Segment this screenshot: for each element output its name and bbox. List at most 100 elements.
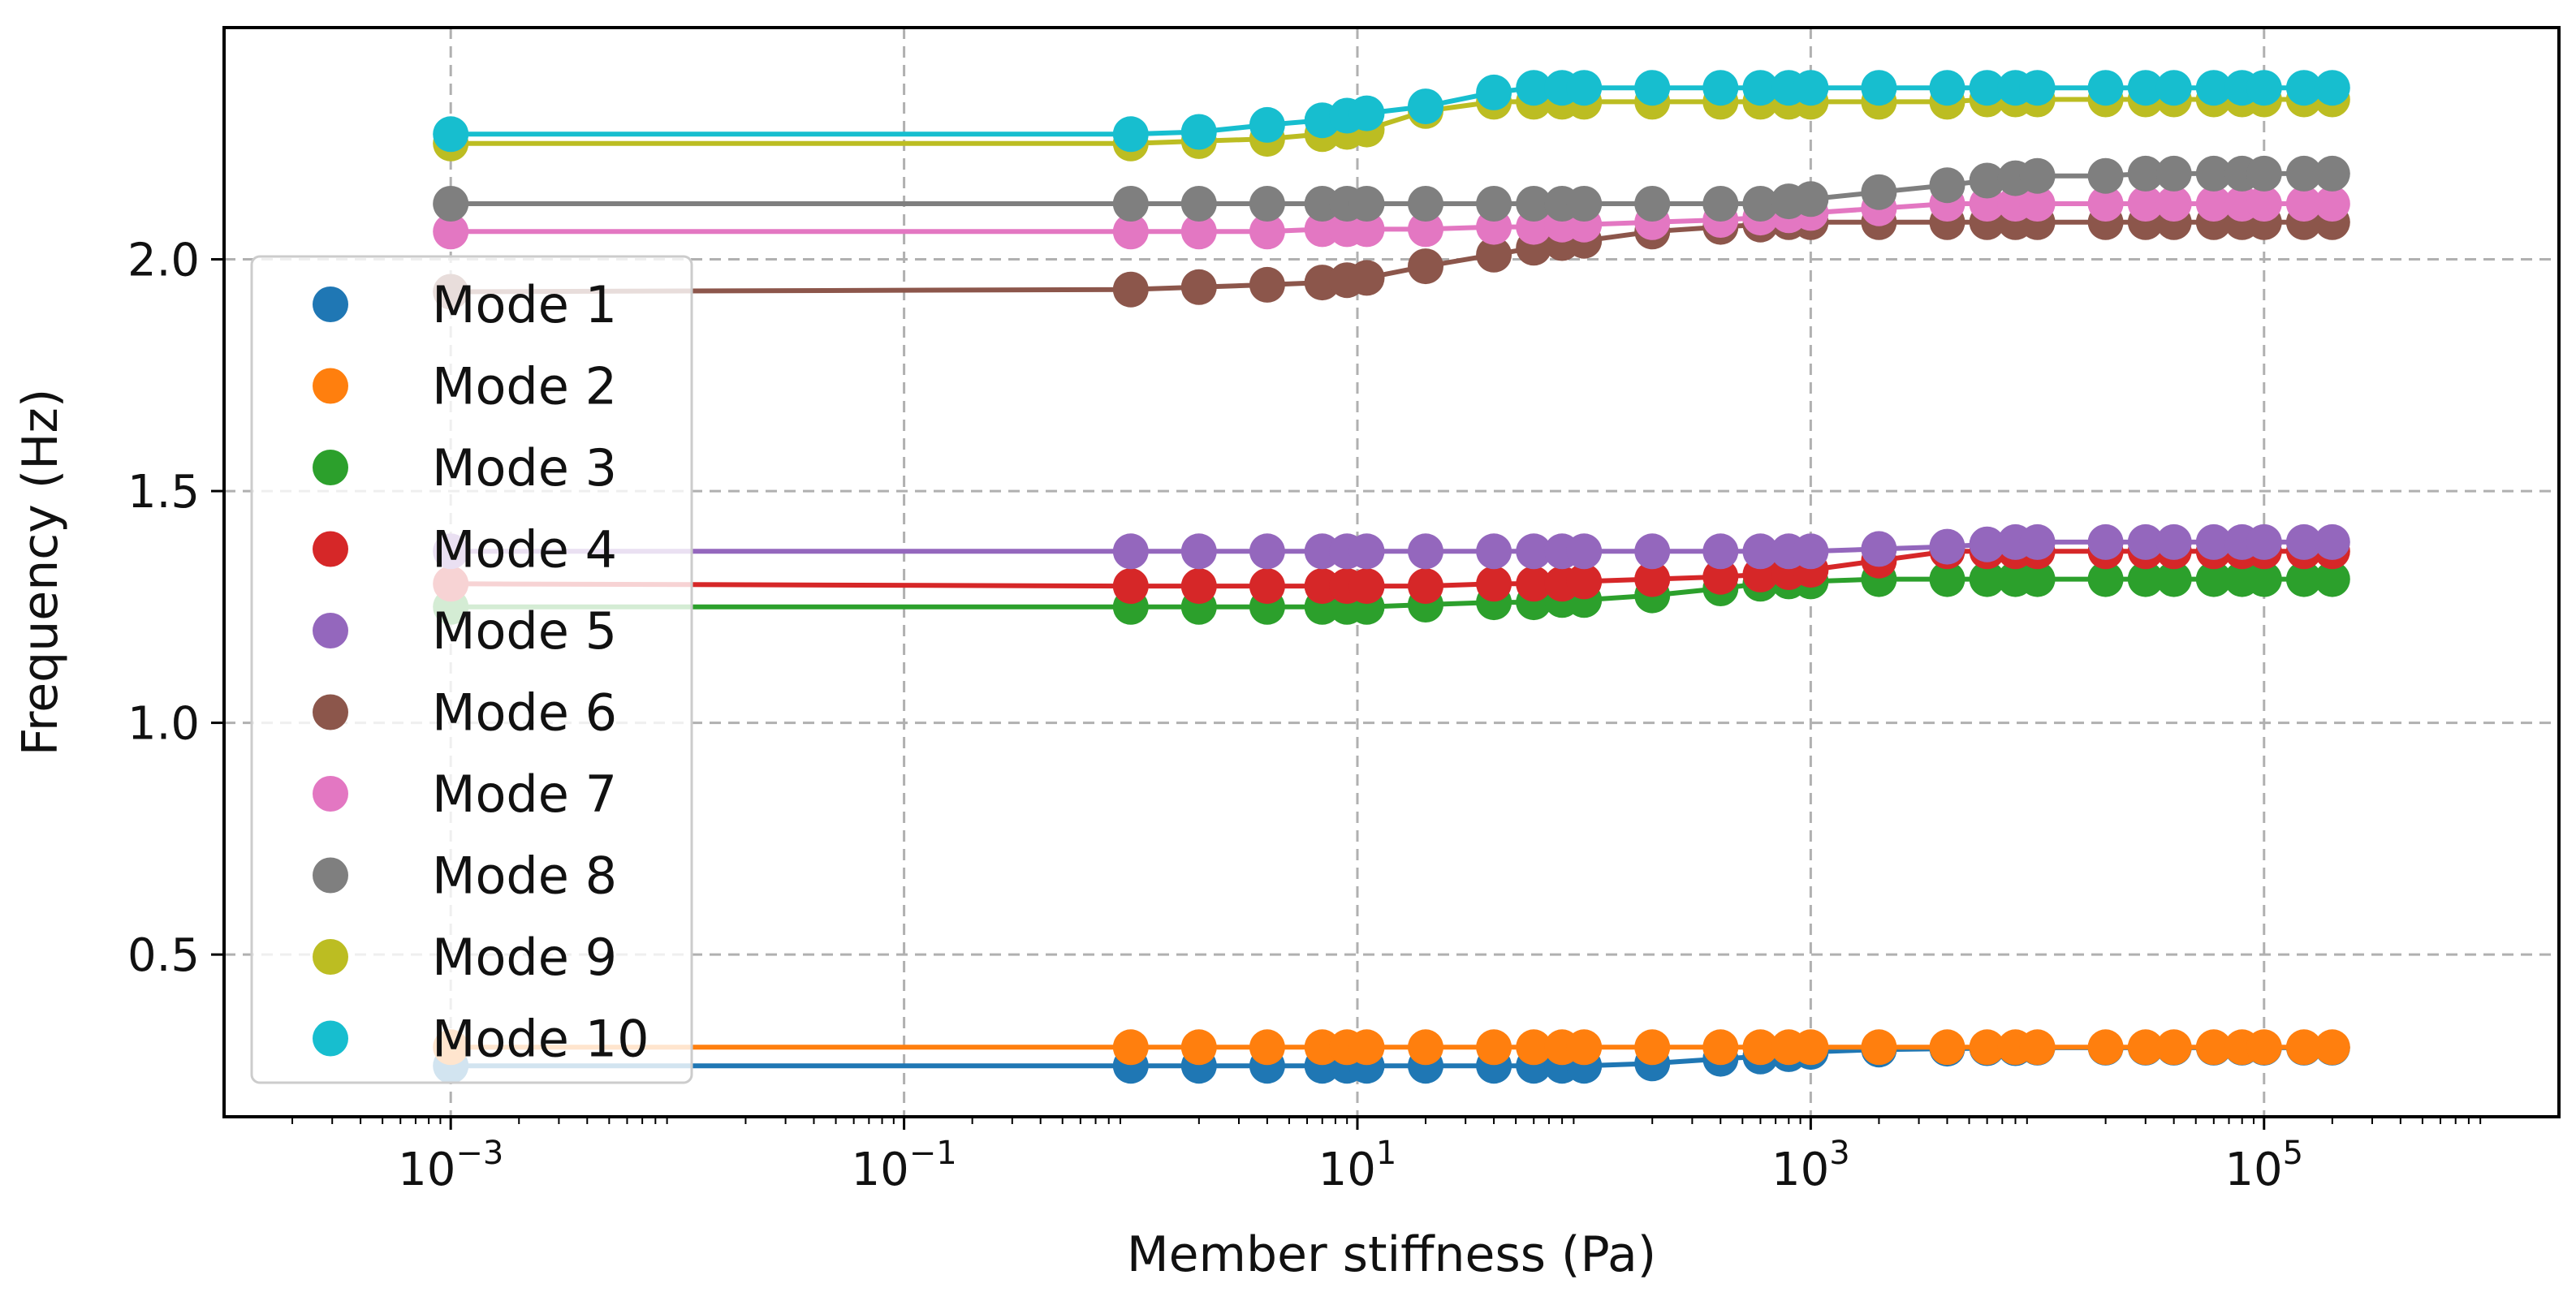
- x-tick-base: 10: [398, 1144, 455, 1196]
- data-point: [1793, 70, 1829, 106]
- data-point: [2019, 157, 2056, 194]
- data-point: [2155, 186, 2192, 222]
- data-point: [2195, 70, 2232, 106]
- data-point: [2155, 561, 2192, 597]
- data-point: [1861, 174, 1897, 210]
- data-point: [1861, 531, 1897, 567]
- data-point: [1929, 1029, 1965, 1066]
- series-10: [433, 70, 2350, 153]
- legend-marker: [313, 1020, 348, 1057]
- data-point: [2285, 155, 2322, 192]
- data-point: [1516, 533, 1552, 570]
- series-layer: [433, 70, 2350, 1084]
- data-point: [1304, 211, 1340, 248]
- data-point: [1348, 186, 1385, 222]
- legend-marker: [313, 531, 348, 567]
- legend-label: Mode 5: [432, 601, 617, 661]
- data-point: [2019, 523, 2056, 560]
- data-point: [1304, 186, 1340, 222]
- data-point: [1249, 533, 1285, 570]
- legend-label: Mode 3: [432, 438, 617, 498]
- data-point: [1793, 533, 1829, 570]
- series-7: [433, 186, 2350, 250]
- legend-marker: [313, 776, 348, 812]
- data-point: [1742, 186, 1779, 222]
- data-point: [2314, 561, 2350, 597]
- data-point: [1408, 88, 1443, 125]
- data-point: [1304, 568, 1340, 605]
- legend-marker: [313, 613, 348, 648]
- data-point: [1348, 211, 1385, 248]
- legend: Mode 1 Mode 2 Mode 3 Mode 4 Mode 5 Mode 6 Mode…: [250, 255, 693, 1084]
- data-point: [1566, 563, 1603, 600]
- data-point: [2195, 186, 2232, 222]
- x-axis-label: Member stiffness (Pa): [1127, 1226, 1656, 1283]
- y-tick-label: 1.0: [127, 698, 200, 751]
- data-point: [1861, 70, 1897, 106]
- data-point: [1249, 106, 1285, 143]
- series-8: [433, 155, 2350, 222]
- data-point: [1476, 566, 1512, 602]
- data-point: [2155, 1029, 2192, 1066]
- data-point: [1742, 1029, 1779, 1066]
- data-point: [1702, 558, 1739, 595]
- data-point: [1516, 70, 1552, 106]
- legend-label: Mode 4: [432, 520, 617, 579]
- data-point: [1408, 248, 1443, 285]
- data-point: [1408, 533, 1443, 570]
- data-point: [1702, 533, 1739, 570]
- data-point: [1476, 533, 1512, 570]
- y-axis-label: Frequency (Hz): [12, 389, 69, 756]
- data-point: [1112, 533, 1149, 570]
- data-point: [1112, 213, 1149, 250]
- data-point: [1112, 1029, 1149, 1066]
- data-point: [433, 186, 469, 222]
- legend-box: [250, 255, 693, 1084]
- legend-marker: [313, 368, 348, 404]
- data-point: [1180, 114, 1217, 150]
- x-tick-label: 101: [1318, 1135, 1397, 1196]
- data-point: [1634, 533, 1671, 570]
- x-tick-exponent: 5: [2283, 1135, 2303, 1172]
- data-point: [1112, 186, 1149, 222]
- y-tick-label: 0.5: [127, 929, 200, 982]
- data-point: [2127, 186, 2164, 222]
- data-point: [1408, 568, 1443, 605]
- data-point: [2127, 70, 2164, 106]
- data-point: [2019, 186, 2056, 222]
- data-point: [1112, 271, 1149, 308]
- y-tick-label: 2.0: [127, 235, 200, 287]
- data-point: [2285, 523, 2322, 560]
- data-point: [1249, 186, 1285, 222]
- data-point: [2314, 523, 2350, 560]
- data-point: [1634, 186, 1671, 222]
- data-point: [2195, 1029, 2232, 1066]
- data-point: [1348, 533, 1385, 570]
- data-point: [2314, 70, 2350, 106]
- data-point: [2127, 155, 2164, 192]
- legend-label: Mode 9: [432, 928, 617, 987]
- data-point: [1249, 1029, 1285, 1066]
- data-point: [1702, 1029, 1739, 1066]
- legend-marker: [313, 939, 348, 975]
- data-point: [1516, 1029, 1552, 1066]
- data-point: [2127, 561, 2164, 597]
- x-tick-base: 10: [1771, 1144, 1829, 1196]
- data-point: [1702, 186, 1739, 222]
- data-point: [1969, 162, 2005, 199]
- data-point: [433, 213, 469, 250]
- data-point: [2155, 70, 2192, 106]
- data-point: [1408, 1029, 1443, 1066]
- data-point: [1180, 533, 1217, 570]
- x-tick-base: 10: [2224, 1144, 2282, 1196]
- legend-marker: [313, 450, 348, 485]
- data-point: [2155, 155, 2192, 192]
- data-point: [1348, 568, 1385, 605]
- data-point: [1304, 533, 1340, 570]
- data-point: [1476, 74, 1512, 110]
- data-point: [1476, 1029, 1512, 1066]
- data-point: [1566, 186, 1603, 222]
- x-tick-base: 10: [851, 1144, 908, 1196]
- data-point: [1929, 167, 1965, 204]
